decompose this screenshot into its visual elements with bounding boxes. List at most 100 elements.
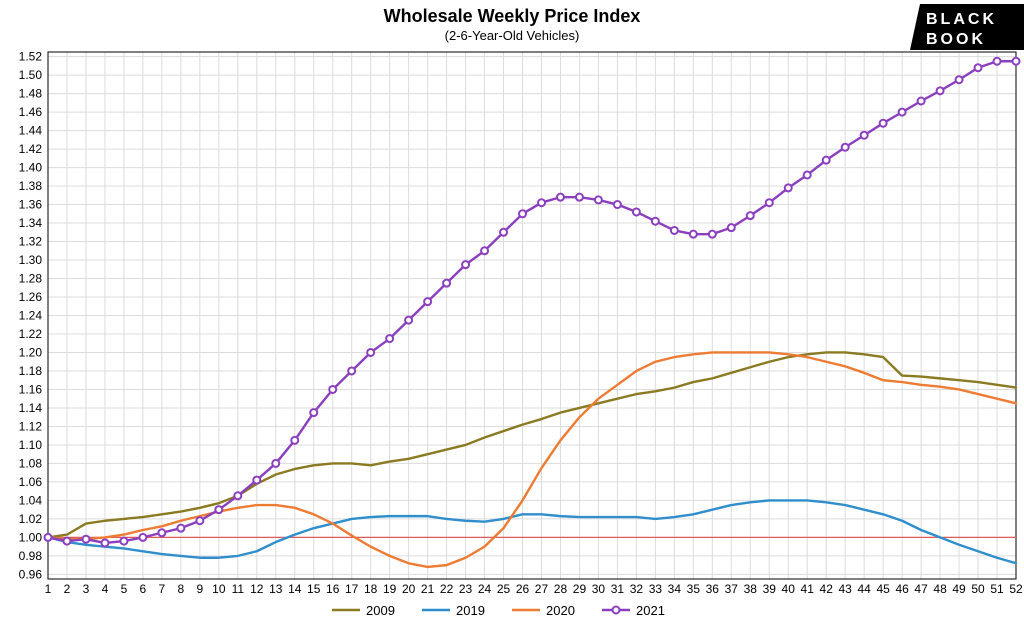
series-marker-2021 bbox=[557, 194, 564, 201]
y-tick-label: 1.36 bbox=[19, 198, 43, 212]
x-tick-label: 28 bbox=[554, 582, 568, 596]
y-tick-label: 1.46 bbox=[19, 105, 43, 119]
chart-container: BLACKBOOKWholesale Weekly Price Index(2-… bbox=[0, 0, 1024, 627]
series-marker-2021 bbox=[899, 109, 906, 116]
y-tick-label: 1.52 bbox=[19, 50, 43, 64]
series-marker-2021 bbox=[443, 280, 450, 287]
series-marker-2021 bbox=[804, 171, 811, 178]
series-marker-2021 bbox=[842, 144, 849, 151]
x-tick-label: 49 bbox=[952, 582, 966, 596]
y-tick-label: 1.00 bbox=[19, 530, 43, 544]
series-marker-2021 bbox=[519, 210, 526, 217]
x-tick-label: 50 bbox=[971, 582, 985, 596]
series-marker-2021 bbox=[633, 208, 640, 215]
x-tick-label: 5 bbox=[121, 582, 128, 596]
series-marker-2021 bbox=[614, 201, 621, 208]
y-tick-label: 1.50 bbox=[19, 68, 43, 82]
series-marker-2021 bbox=[310, 409, 317, 416]
y-tick-label: 1.24 bbox=[19, 309, 43, 323]
legend-label: 2021 bbox=[636, 603, 665, 618]
y-tick-label: 1.42 bbox=[19, 142, 43, 156]
x-tick-label: 35 bbox=[687, 582, 701, 596]
series-marker-2021 bbox=[766, 199, 773, 206]
series-marker-2021 bbox=[101, 539, 108, 546]
series-marker-2021 bbox=[424, 298, 431, 305]
series-marker-2021 bbox=[139, 534, 146, 541]
series-marker-2021 bbox=[405, 317, 412, 324]
series-marker-2021 bbox=[652, 218, 659, 225]
y-tick-label: 1.08 bbox=[19, 456, 43, 470]
x-tick-label: 21 bbox=[421, 582, 435, 596]
series-marker-2021 bbox=[45, 534, 52, 541]
logo-text-line1: BLACK bbox=[926, 11, 997, 28]
series-marker-2021 bbox=[82, 536, 89, 543]
series-marker-2021 bbox=[747, 212, 754, 219]
y-tick-label: 1.02 bbox=[19, 512, 43, 526]
series-marker-2021 bbox=[880, 120, 887, 127]
series-marker-2021 bbox=[272, 460, 279, 467]
y-tick-label: 1.18 bbox=[19, 364, 43, 378]
x-tick-label: 15 bbox=[307, 582, 321, 596]
x-tick-label: 2 bbox=[64, 582, 71, 596]
series-marker-2021 bbox=[291, 437, 298, 444]
series-marker-2021 bbox=[120, 538, 127, 545]
chart-title: Wholesale Weekly Price Index bbox=[384, 6, 641, 26]
series-marker-2021 bbox=[253, 477, 260, 484]
x-tick-label: 18 bbox=[364, 582, 378, 596]
x-tick-label: 13 bbox=[269, 582, 283, 596]
y-tick-label: 1.48 bbox=[19, 87, 43, 101]
x-tick-label: 11 bbox=[232, 582, 245, 596]
logo-text-line2: BOOK bbox=[926, 31, 986, 48]
x-tick-label: 19 bbox=[383, 582, 397, 596]
series-marker-2021 bbox=[386, 335, 393, 342]
y-tick-label: 1.20 bbox=[19, 345, 43, 359]
series-marker-2021 bbox=[215, 506, 222, 513]
series-marker-2021 bbox=[994, 58, 1001, 65]
x-tick-label: 12 bbox=[250, 582, 264, 596]
x-tick-label: 40 bbox=[782, 582, 796, 596]
x-tick-label: 17 bbox=[345, 582, 359, 596]
series-marker-2021 bbox=[861, 132, 868, 139]
series-marker-2021 bbox=[595, 196, 602, 203]
series-marker-2021 bbox=[576, 194, 583, 201]
y-tick-label: 1.10 bbox=[19, 438, 43, 452]
x-tick-label: 43 bbox=[838, 582, 852, 596]
x-tick-label: 8 bbox=[178, 582, 185, 596]
y-tick-label: 1.22 bbox=[19, 327, 43, 341]
x-tick-label: 3 bbox=[83, 582, 90, 596]
y-tick-label: 1.30 bbox=[19, 253, 43, 267]
x-tick-label: 33 bbox=[649, 582, 663, 596]
x-tick-label: 25 bbox=[497, 582, 511, 596]
y-tick-label: 0.96 bbox=[19, 567, 43, 581]
y-tick-label: 1.16 bbox=[19, 382, 43, 396]
x-tick-label: 51 bbox=[990, 582, 1004, 596]
x-tick-label: 31 bbox=[611, 582, 625, 596]
series-marker-2021 bbox=[196, 517, 203, 524]
series-marker-2021 bbox=[63, 538, 70, 545]
series-marker-2021 bbox=[823, 157, 830, 164]
y-tick-label: 1.04 bbox=[19, 493, 43, 507]
black-book-logo: BLACK BOOK bbox=[910, 4, 1024, 50]
x-tick-label: 7 bbox=[159, 582, 166, 596]
y-tick-label: 1.32 bbox=[19, 235, 43, 249]
y-tick-label: 1.12 bbox=[19, 419, 43, 433]
y-tick-label: 1.34 bbox=[19, 216, 43, 230]
y-tick-label: 1.40 bbox=[19, 161, 43, 175]
x-tick-label: 16 bbox=[326, 582, 340, 596]
y-tick-label: 0.98 bbox=[19, 549, 43, 563]
series-marker-2021 bbox=[367, 349, 374, 356]
series-marker-2021 bbox=[709, 231, 716, 238]
series-marker-2021 bbox=[1013, 58, 1020, 65]
y-tick-label: 1.28 bbox=[19, 272, 43, 286]
series-marker-2021 bbox=[234, 492, 241, 499]
x-tick-label: 14 bbox=[288, 582, 302, 596]
series-marker-2021 bbox=[158, 529, 165, 536]
series-marker-2021 bbox=[975, 64, 982, 71]
series-marker-2021 bbox=[462, 261, 469, 268]
series-marker-2021 bbox=[500, 229, 507, 236]
legend-label: 2020 bbox=[546, 603, 575, 618]
series-marker-2021 bbox=[918, 98, 925, 105]
series-marker-2021 bbox=[956, 76, 963, 83]
x-tick-label: 46 bbox=[895, 582, 909, 596]
series-marker-2021 bbox=[690, 231, 697, 238]
